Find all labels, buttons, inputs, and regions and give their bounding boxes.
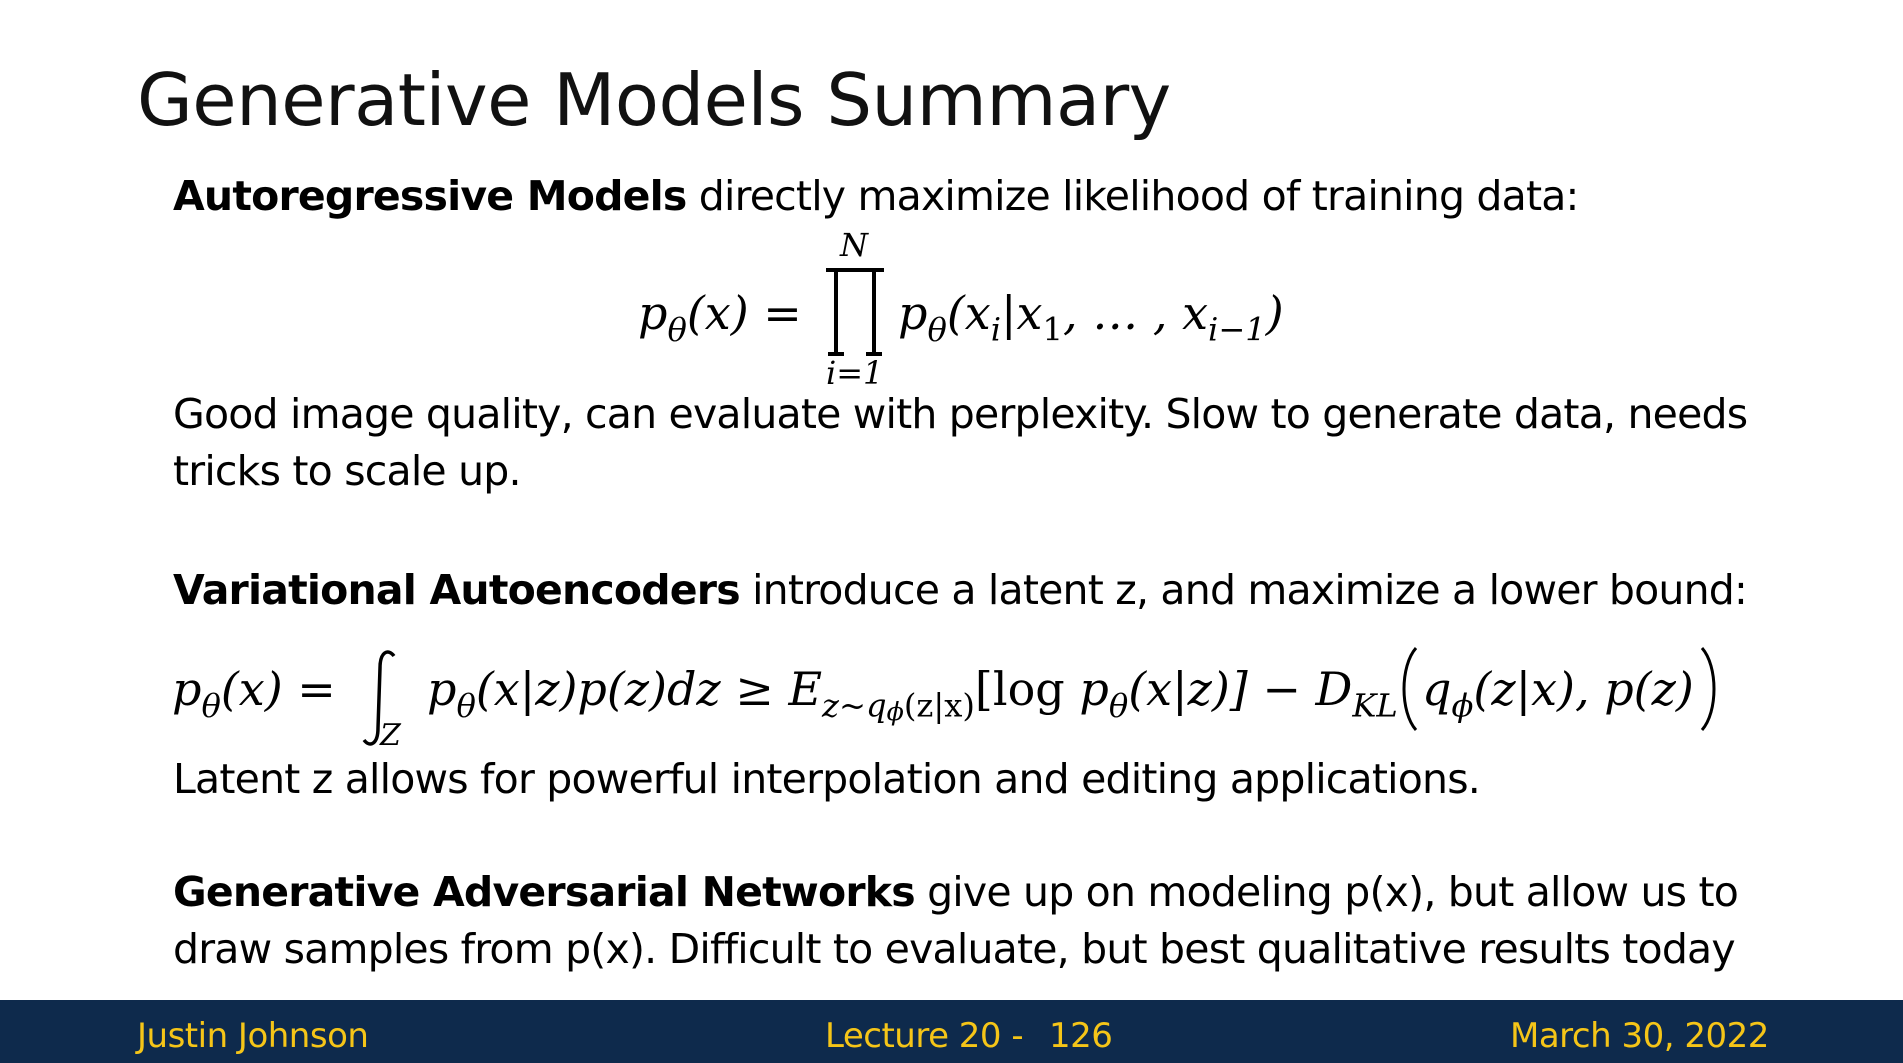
integral-lower-limit: Z (380, 718, 401, 753)
ar-eq-rhs: pθ(xi|x1, … , xi−1) (898, 286, 1284, 349)
vae-note: Latent z allows for powerful interpolati… (173, 755, 1481, 803)
prod-upper-limit: N (840, 226, 868, 264)
vae-eq-lhs: pθ(x) = (172, 662, 336, 725)
vae-name: Variational Autoencoders (173, 566, 741, 614)
ar-note-line2: tricks to scale up. (173, 447, 522, 495)
footer-date: March 30, 2022 (1510, 1016, 1769, 1056)
footer-lecture: Lecture 20 - (825, 1016, 1024, 1056)
product-symbol (826, 268, 884, 356)
prod-lower-limit: i=1 (826, 354, 884, 392)
integral-symbol (362, 650, 396, 746)
vae-equation: pθ(x) = Z pθ(x|z)p(z)dz ≥ Ez~qϕ(z|x)[log… (172, 647, 1732, 758)
vae-eq-middle: pθ(x|z)p(z)dz ≥ Ez~qϕ(z|x)[log pθ(x|z)] … (427, 662, 1398, 727)
gan-name: Generative Adversarial Networks (173, 868, 916, 916)
footer-page-number: 126 (1049, 1016, 1113, 1056)
gan-paragraph: Generative Adversarial Networks give up … (173, 864, 1773, 978)
gan-line1: Generative Adversarial Networks give up … (173, 868, 1739, 916)
ar-intro: directly maximize likelihood of training… (686, 172, 1580, 220)
ar-name: Autoregressive Models (173, 172, 687, 220)
right-big-paren (1700, 647, 1716, 731)
footer-bar: Justin Johnson Lecture 20 - 126 March 30… (0, 1000, 1903, 1063)
left-big-paren (1402, 647, 1418, 731)
ar-note: Good image quality, can evaluate with pe… (173, 386, 1773, 500)
ar-eq-lhs: pθ(x) = (638, 286, 802, 349)
gan-line2: draw samples from p(x). Difficult to eva… (173, 925, 1736, 973)
footer-author: Justin Johnson (137, 1016, 369, 1056)
ar-heading: Autoregressive Models directly maximize … (173, 168, 1773, 225)
slide-title: Generative Models Summary (137, 58, 1171, 142)
ar-note-line1: Good image quality, can evaluate with pe… (173, 390, 1748, 438)
vae-intro: introduce a latent z, and maximize a low… (739, 566, 1748, 614)
ar-equation: pθ(x) = N i=1 pθ(xi|x1, … , xi−1) (638, 226, 1288, 392)
vae-eq-kl-args: qϕ(z|x), p(z) (1422, 662, 1694, 725)
vae-heading: Variational Autoencoders introduce a lat… (173, 562, 1773, 619)
